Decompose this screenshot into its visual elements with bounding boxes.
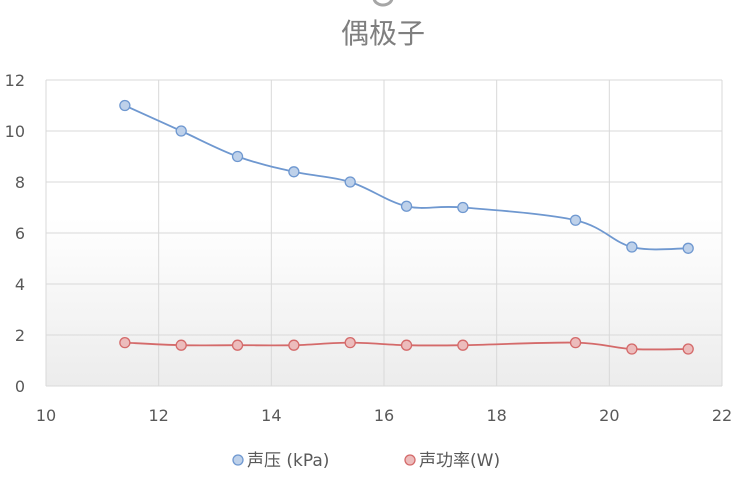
data-point [400,200,413,212]
y-tick-label: 12 [5,71,25,90]
data-point [626,241,638,253]
data-point [119,336,131,349]
x-tick-label: 20 [599,406,619,425]
x-tick-label: 16 [374,406,394,425]
series-line [124,104,689,251]
data-point [344,336,356,349]
data-point [175,339,187,351]
data-point [400,339,413,351]
series-layer [119,99,694,355]
series-line [124,341,689,351]
data-point [682,343,694,355]
data-point [231,150,244,163]
cropped-heading-fragment [372,0,394,7]
legend-item: 声功率(W) [404,451,500,471]
data-point [288,166,300,178]
data-point [457,201,469,214]
data-point [175,125,187,137]
legend-item: 声压 (kPa) [232,451,329,471]
y-tick-label: 2 [15,326,25,345]
data-point [288,339,300,351]
legend-marker [404,454,416,466]
x-tick-label: 22 [712,406,732,425]
x-tick-label: 10 [36,406,56,425]
legend: 声压 (kPa) 声功率(W) [232,451,500,471]
chart-title: 偶极子 [341,17,425,50]
data-point [682,242,694,254]
series-1 [119,99,694,254]
data-point [119,99,131,112]
x-tick-label: 14 [261,406,281,425]
y-tick-label: 6 [15,224,25,243]
data-point [626,343,638,355]
legend-marker [232,454,244,466]
data-point [569,214,582,226]
data-point [569,336,582,349]
y-tick-label: 0 [15,377,25,396]
x-tick-label: 18 [486,406,506,425]
data-point [231,339,244,351]
legend-label: 声功率(W) [419,451,500,471]
x-axis-ticks: 10 12 14 16 18 20 22 [36,406,732,425]
series-2 [119,336,694,355]
y-tick-label: 8 [15,173,25,192]
y-tick-label: 4 [15,275,25,294]
y-tick-label: 10 [5,122,25,141]
data-point [457,339,469,351]
data-point [344,176,356,188]
y-axis-ticks: 0 2 4 6 8 10 12 [5,71,25,396]
gridlines [45,79,723,387]
legend-label: 声压 (kPa) [247,451,329,471]
x-tick-label: 12 [148,406,168,425]
